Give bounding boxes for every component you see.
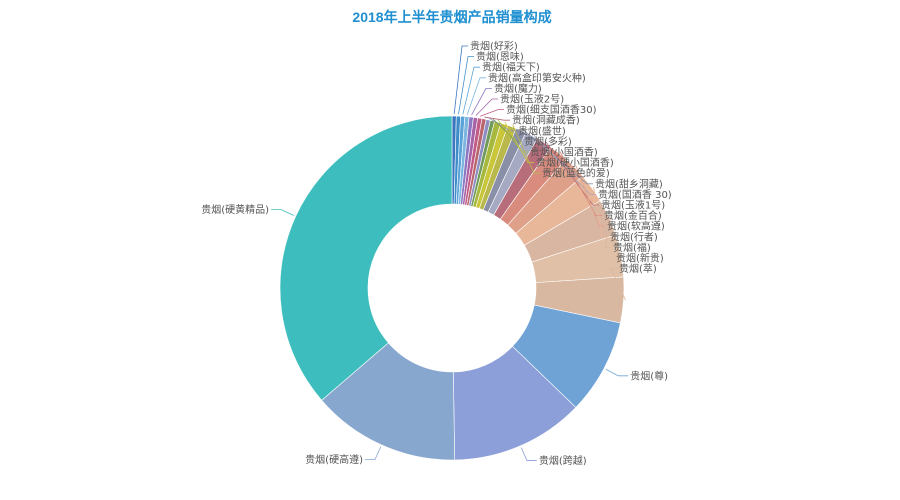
slice-label: 贵烟(盛世) bbox=[518, 124, 566, 137]
slice-label: 贵烟(福) bbox=[613, 241, 651, 254]
leader-line bbox=[480, 109, 504, 117]
leader-line bbox=[364, 446, 382, 460]
leader-line bbox=[593, 186, 608, 238]
slice-label: 贵烟(硬高遵) bbox=[305, 453, 363, 466]
slice-label: 贵烟(甜乡洞藏) bbox=[595, 177, 663, 190]
leader-line bbox=[466, 77, 486, 115]
leader-line bbox=[605, 368, 629, 377]
leader-line bbox=[471, 88, 492, 116]
label-leaders bbox=[271, 45, 629, 461]
leader-line bbox=[462, 66, 480, 115]
slice-label: 贵烟(蓝色的爱) bbox=[542, 167, 610, 180]
leader-line bbox=[521, 128, 593, 185]
leader-line bbox=[271, 209, 294, 216]
slice-label: 贵烟(硬小国酒香) bbox=[536, 156, 614, 169]
leader-line bbox=[575, 165, 605, 227]
slice-label: 贵烟(小国酒香) bbox=[530, 146, 598, 159]
leader-line bbox=[559, 151, 602, 217]
slice-label: 贵烟(洞藏成香) bbox=[512, 114, 580, 127]
slice-label: 贵烟(软高遵) bbox=[607, 220, 665, 233]
slice-labels: 贵烟(好彩)贵烟(恩味)贵烟(福天下)贵烟(高盒印第安火种)贵烟(魔力)贵烟(玉… bbox=[201, 40, 672, 467]
slice-label: 贵烟(细支国酒香30) bbox=[506, 103, 597, 116]
leader-line bbox=[610, 268, 626, 301]
slice-label: 贵烟(行者) bbox=[610, 230, 658, 243]
slice-label: 贵烟(恩味) bbox=[476, 50, 524, 63]
slice-label: 贵烟(萃) bbox=[619, 262, 657, 275]
slice-label: 贵烟(魔力) bbox=[494, 82, 542, 95]
slice-label: 贵烟(金百合) bbox=[604, 209, 662, 222]
leader-line bbox=[607, 254, 623, 259]
leader-line bbox=[453, 45, 468, 115]
chart-title: 2018年上半年贵烟产品销量构成 bbox=[352, 9, 551, 25]
slice-label: 贵烟(福天下) bbox=[482, 61, 540, 74]
leader-line bbox=[458, 56, 474, 115]
slice-label: 贵烟(高盒印第安火种) bbox=[488, 71, 586, 84]
slice-label: 贵烟(好彩) bbox=[470, 40, 518, 53]
slice-label: 贵烟(玉液2号) bbox=[500, 93, 564, 106]
slice-label: 贵烟(多彩) bbox=[524, 135, 572, 148]
leader-line bbox=[504, 122, 534, 164]
slice-label: 贵烟(跨越) bbox=[539, 454, 587, 467]
leader-line bbox=[604, 216, 612, 248]
slice-label: 贵烟(国酒香 30) bbox=[598, 188, 672, 201]
slice-label: 贵烟(新贵) bbox=[616, 252, 664, 265]
leader-line bbox=[532, 133, 596, 195]
leader-line bbox=[520, 447, 537, 461]
slice-label: 贵烟(尊) bbox=[630, 369, 668, 382]
leader-line bbox=[512, 124, 540, 174]
leader-line bbox=[484, 116, 510, 121]
slice-label: 贵烟(硬黄精品) bbox=[201, 203, 269, 216]
leader-line bbox=[475, 98, 498, 116]
donut-slice bbox=[279, 115, 453, 401]
slice-label: 贵烟(玉液1号) bbox=[601, 199, 665, 212]
